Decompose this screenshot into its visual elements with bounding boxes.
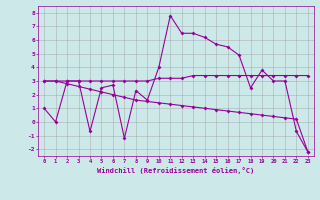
X-axis label: Windchill (Refroidissement éolien,°C): Windchill (Refroidissement éolien,°C)	[97, 167, 255, 174]
